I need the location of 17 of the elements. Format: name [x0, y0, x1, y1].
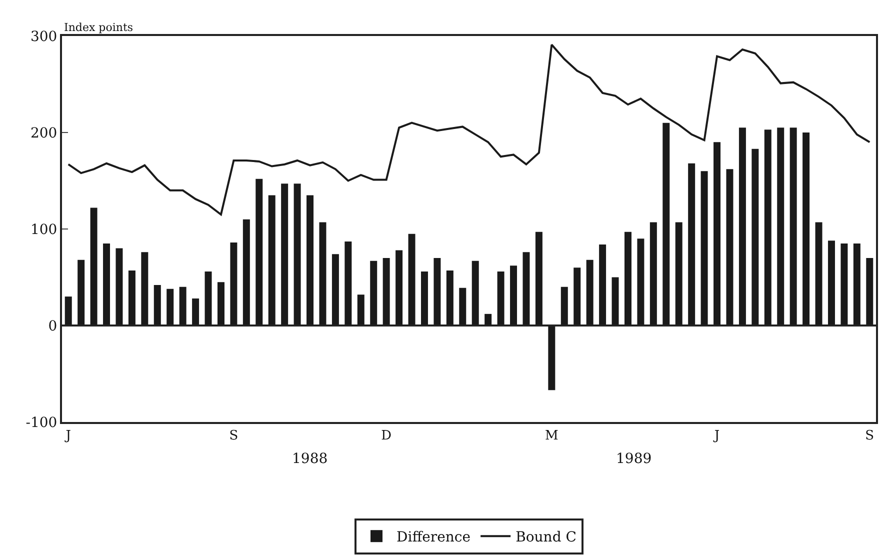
y-tick-label: 200: [30, 125, 58, 142]
x-tick-label: J: [712, 428, 720, 444]
x-tick-label: D: [381, 428, 392, 444]
y-tick-label: 100: [30, 222, 58, 238]
y-tick-label: 300: [30, 28, 58, 45]
legend-label: Difference: [396, 530, 471, 546]
y-axis-title: Index points: [64, 21, 134, 34]
text: 1989: [616, 451, 652, 467]
x-tick-label: J: [64, 428, 71, 444]
x-tick-label: S: [865, 428, 874, 444]
legend-label: Bound C: [516, 530, 576, 546]
text: 1988: [292, 451, 328, 467]
x-tick-label: M: [545, 428, 558, 444]
y-tick-label: -100: [26, 414, 58, 431]
y-tick-label: 0: [48, 318, 58, 334]
line-series: [67, 44, 871, 216]
x-tick-label: S: [229, 428, 238, 444]
